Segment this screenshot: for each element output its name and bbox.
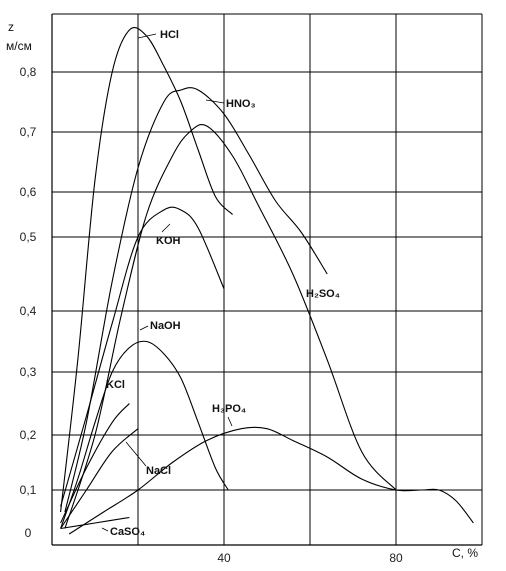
y-tick-label: 0,8 xyxy=(20,65,37,79)
x-axis-label: C, % xyxy=(452,546,478,560)
series-label-leader xyxy=(125,441,147,467)
x-tick-labels: 40 80 xyxy=(217,551,403,565)
series-line-hno3 xyxy=(64,87,328,513)
series-line-caso4 xyxy=(60,516,130,530)
series-label-leader xyxy=(139,325,149,331)
series-label-leader xyxy=(137,33,157,39)
series-line-hcl xyxy=(60,27,233,513)
y-axis-label-symbol: z xyxy=(8,20,14,34)
y-tick-label: 0,5 xyxy=(20,230,37,244)
y-tick-label: 0,1 xyxy=(20,483,37,497)
x-tick-label: 80 xyxy=(389,551,403,565)
series-label-hcl: HCl xyxy=(160,29,179,41)
series-label-h3po4: H₃PO₄ xyxy=(212,403,246,415)
series-label-hno3: HNO₃ xyxy=(226,98,256,110)
y-tick-label: 0,3 xyxy=(20,365,37,379)
series-label-leader xyxy=(205,99,225,104)
series-line-h2so4 xyxy=(64,124,397,529)
series-label-koh: KOH xyxy=(156,235,181,247)
series-labels: HCl HNO₃ H₂SO₄ KOH NaOH KCl NaCl H₃PO₄ CaSO₄ xyxy=(101,29,340,538)
series-line-koh xyxy=(60,206,225,507)
series-label-leader xyxy=(227,416,233,427)
series-line-h3po4 xyxy=(68,426,474,535)
y-tick-label: 0 xyxy=(25,526,32,540)
y-tick-label: 0,2 xyxy=(20,428,37,442)
y-tick-labels: 0 0,1 0,2 0,3 0,4 0,5 0,6 0,7 0,8 xyxy=(20,65,37,540)
y-axis-label-unit: м/см xyxy=(6,39,32,53)
y-tick-label: 0,6 xyxy=(20,185,37,199)
axes xyxy=(51,14,482,546)
grid xyxy=(52,13,483,545)
series-label-h2so4: H₂SO₄ xyxy=(306,288,340,300)
series xyxy=(60,27,474,535)
series-label-nacl: NaCl xyxy=(146,465,171,477)
series-label-leader xyxy=(161,223,171,233)
series-line-naoh xyxy=(60,340,229,529)
x-tick-label: 40 xyxy=(217,551,231,565)
series-line-kcl xyxy=(60,403,130,524)
y-tick-label: 0,4 xyxy=(20,304,37,318)
series-label-kcl: KCl xyxy=(106,379,125,391)
series-line-nacl xyxy=(60,428,139,529)
y-tick-label: 0,7 xyxy=(20,125,37,139)
series-label-leader xyxy=(101,527,109,532)
series-label-caso4: CaSO₄ xyxy=(110,526,145,538)
series-label-naoh: NaOH xyxy=(150,320,181,332)
